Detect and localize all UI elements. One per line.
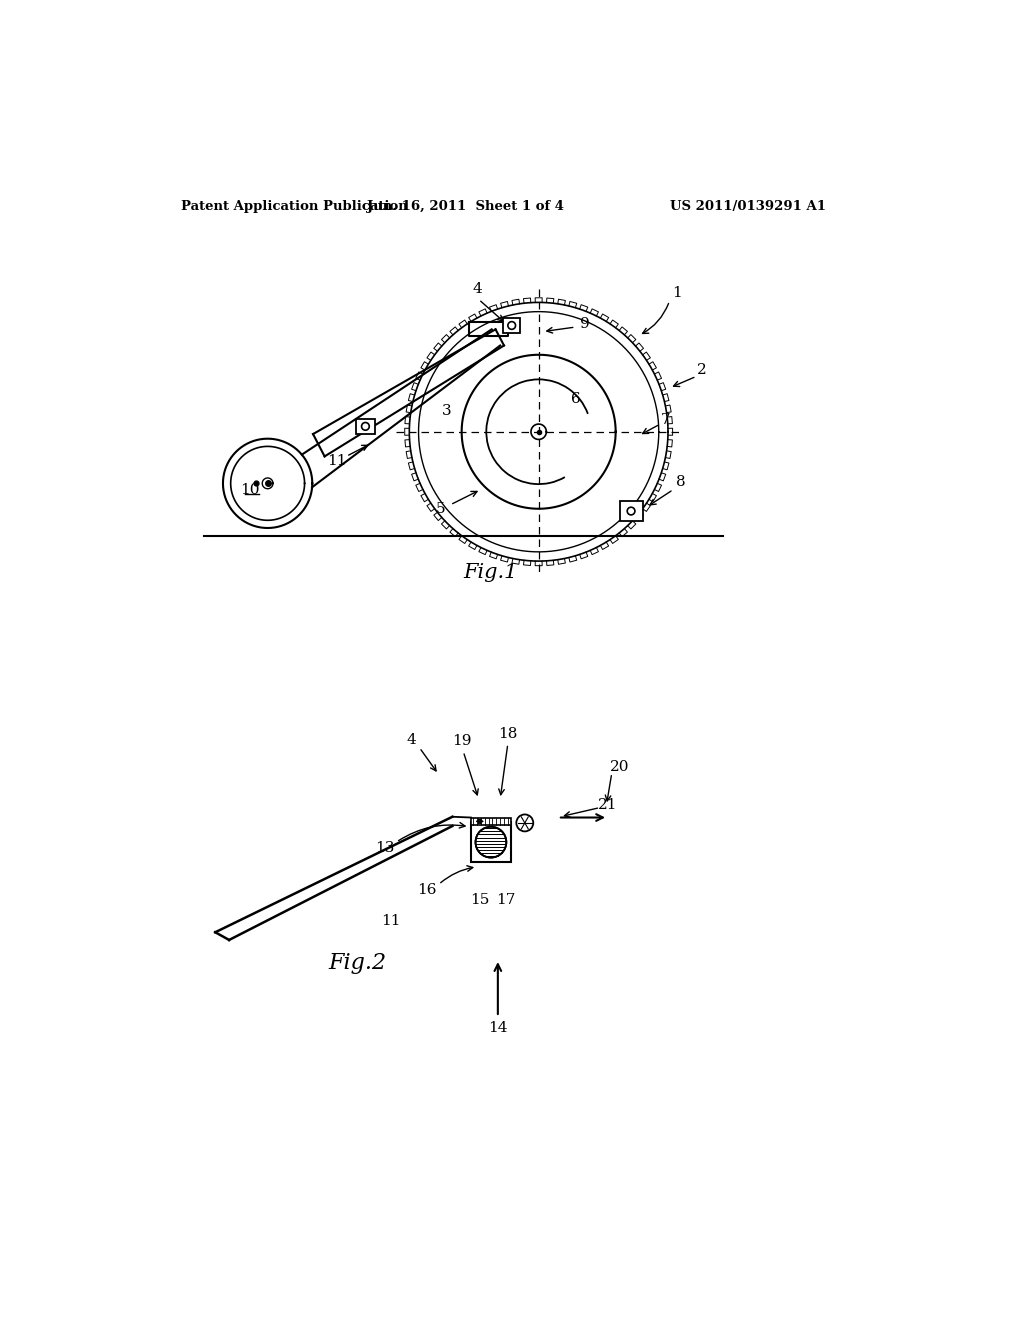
Bar <box>471 817 511 825</box>
Circle shape <box>475 826 506 858</box>
Circle shape <box>516 814 534 832</box>
Text: Jun. 16, 2011  Sheet 1 of 4: Jun. 16, 2011 Sheet 1 of 4 <box>367 199 564 213</box>
Text: 14: 14 <box>488 1022 508 1035</box>
Circle shape <box>508 322 515 330</box>
Text: 10: 10 <box>241 483 260 496</box>
Text: 18: 18 <box>498 727 517 742</box>
Text: 15: 15 <box>470 892 489 907</box>
Text: 13: 13 <box>375 841 394 854</box>
Text: Fig.1: Fig.1 <box>463 564 517 582</box>
Text: 19: 19 <box>452 734 471 748</box>
Text: 5: 5 <box>436 502 445 516</box>
Text: 17: 17 <box>496 892 515 907</box>
Text: 4: 4 <box>407 733 417 747</box>
Bar <box>471 822 511 862</box>
Text: 3: 3 <box>441 404 452 418</box>
Text: 6: 6 <box>570 392 581 405</box>
Circle shape <box>628 507 635 515</box>
Text: 2: 2 <box>697 363 707 378</box>
Text: 11: 11 <box>381 913 400 928</box>
Text: Patent Application Publication: Patent Application Publication <box>180 199 408 213</box>
Bar <box>620 502 643 521</box>
Text: 1: 1 <box>673 286 682 300</box>
Text: 9: 9 <box>580 317 590 331</box>
Text: 12: 12 <box>481 836 501 849</box>
Bar <box>503 318 520 333</box>
Text: Fig.2: Fig.2 <box>329 952 387 974</box>
Text: 4: 4 <box>472 282 482 296</box>
Text: 16: 16 <box>417 883 437 896</box>
Text: 21: 21 <box>598 799 617 812</box>
Text: US 2011/0139291 A1: US 2011/0139291 A1 <box>670 199 825 213</box>
Bar <box>356 418 375 434</box>
Text: 8: 8 <box>676 475 686 488</box>
Text: 11: 11 <box>328 454 347 469</box>
Text: 20: 20 <box>609 760 630 774</box>
Text: 7: 7 <box>660 413 671 428</box>
Circle shape <box>361 422 370 430</box>
